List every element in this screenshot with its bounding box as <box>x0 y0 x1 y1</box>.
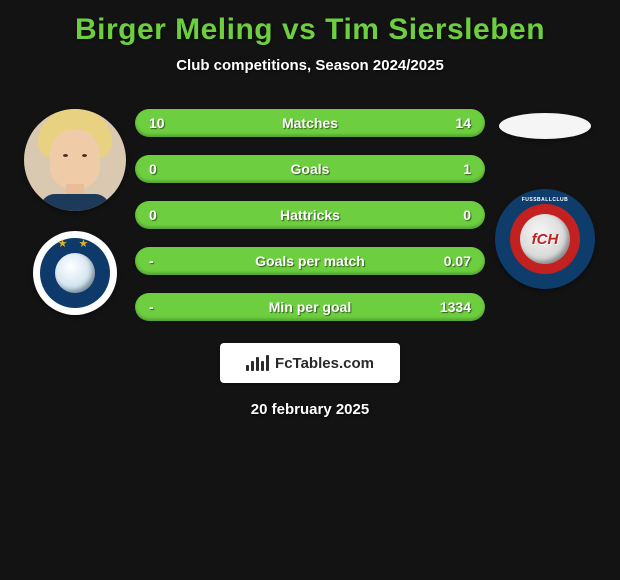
stat-row-goals-per-match: - Goals per match 0.07 <box>135 247 485 275</box>
club-left-badge: ★ ★ <box>33 231 117 315</box>
club-right-inner: fCH <box>510 204 580 274</box>
club-right-ring-text: FUSSBALLCLUB <box>522 197 569 203</box>
stat-right-value: 1334 <box>435 299 471 315</box>
subtitle: Club competitions, Season 2024/2025 <box>0 57 620 74</box>
club-left-stars: ★ ★ <box>58 237 93 250</box>
stat-left-value: - <box>149 253 185 269</box>
stat-right-value: 1 <box>435 161 471 177</box>
stat-label: Min per goal <box>185 299 435 315</box>
stat-row-min-per-goal: - Min per goal 1334 <box>135 293 485 321</box>
stat-right-value: 0 <box>435 207 471 223</box>
stat-row-hattricks: 0 Hattricks 0 <box>135 201 485 229</box>
left-column: ★ ★ <box>15 109 135 315</box>
fctables-label: FcTables.com <box>275 355 374 372</box>
stat-rows: 10 Matches 14 0 Goals 1 0 Hattricks 0 - … <box>135 109 485 321</box>
ball-icon: fCH <box>520 214 570 264</box>
stat-row-matches: 10 Matches 14 <box>135 109 485 137</box>
comparison-card: Birger Meling vs Tim Siersleben Club com… <box>0 0 620 580</box>
stat-right-value: 0.07 <box>435 253 471 269</box>
player-left-photo <box>24 109 126 211</box>
fctables-branding[interactable]: FcTables.com <box>220 343 400 383</box>
stat-label: Matches <box>185 115 435 131</box>
stat-right-value: 14 <box>435 115 471 131</box>
stat-left-value: 0 <box>149 207 185 223</box>
club-right-badge: FUSSBALLCLUB fCH <box>495 189 595 289</box>
stat-left-value: 10 <box>149 115 185 131</box>
date-text: 20 february 2025 <box>0 401 620 418</box>
bar-chart-icon <box>246 355 269 371</box>
stat-left-value: 0 <box>149 161 185 177</box>
content-area: ★ ★ 10 Matches 14 0 Goals 1 0 Hattricks … <box>0 109 620 321</box>
stat-label: Goals <box>185 161 435 177</box>
stat-left-value: - <box>149 299 185 315</box>
ball-icon <box>55 253 95 293</box>
player-right-photo-placeholder <box>499 113 591 139</box>
stat-row-goals: 0 Goals 1 <box>135 155 485 183</box>
right-column: FUSSBALLCLUB fCH <box>485 109 605 289</box>
stat-label: Hattricks <box>185 207 435 223</box>
club-right-text: fCH <box>532 231 559 248</box>
stat-label: Goals per match <box>185 253 435 269</box>
page-title: Birger Meling vs Tim Siersleben <box>0 13 620 47</box>
